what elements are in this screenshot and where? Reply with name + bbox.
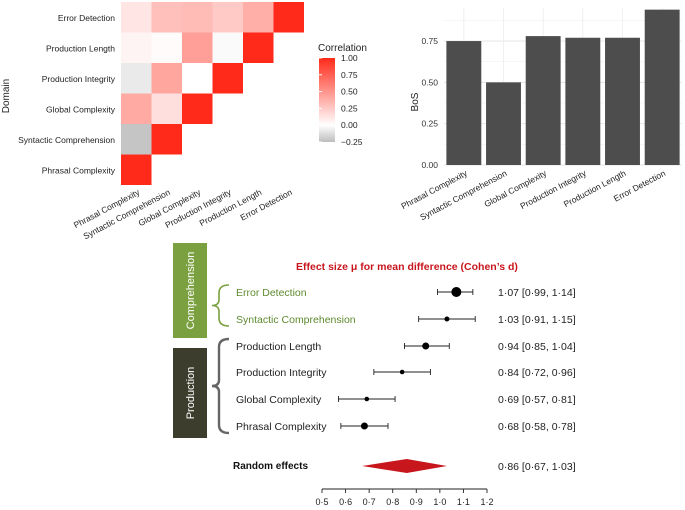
forest-row-label: Production Integrity bbox=[236, 367, 327, 379]
bar-y-axis-label: BoS bbox=[410, 92, 421, 111]
effect-ci-text: 1·07 [0·99, 1·14] bbox=[498, 287, 576, 299]
heatmap-cell bbox=[151, 32, 182, 63]
effect-point bbox=[451, 287, 462, 297]
legend-tick-label: 0.00 bbox=[341, 120, 358, 130]
heatmap-cell bbox=[151, 63, 182, 94]
bar bbox=[525, 36, 561, 165]
heatmap-cell bbox=[121, 2, 152, 33]
bar bbox=[486, 82, 521, 165]
heatmap-cell bbox=[212, 32, 243, 63]
random-effects-ci-text: 0·86 [0·67, 1·03] bbox=[498, 461, 576, 473]
forest-x-tick-label: 1·2 bbox=[480, 497, 493, 507]
heatmap-cell bbox=[121, 124, 152, 155]
bar bbox=[605, 37, 640, 165]
bar-y-tick-label: 0.75 bbox=[421, 36, 438, 46]
effect-point bbox=[399, 369, 405, 375]
forest-row-label: Global Complexity bbox=[236, 394, 322, 406]
correlation-heatmap: Domain Error Detection Production Length P… bbox=[1, 2, 304, 241]
effect-ci-text: 0·84 [0·72, 0·96] bbox=[498, 367, 576, 379]
forest-title: Effect size μ for mean difference (Cohen… bbox=[296, 261, 518, 273]
group-box bbox=[173, 243, 207, 338]
heatmap-row-label: Error Detection bbox=[58, 13, 115, 23]
effect-ci-text: 0·94 [0·85, 1·04] bbox=[498, 341, 576, 353]
bar bbox=[565, 37, 601, 165]
heatmap-cell bbox=[212, 63, 243, 94]
forest-x-tick-label: 0·7 bbox=[363, 497, 376, 507]
heatmap-cell bbox=[121, 63, 152, 94]
forest-x-tick-label: 1·0 bbox=[433, 497, 446, 507]
bar-y-tick-label: 0.25 bbox=[421, 119, 438, 129]
bar-y-tick-label: 0.00 bbox=[421, 160, 438, 170]
heatmap-row-label: Global Complexity bbox=[46, 104, 116, 114]
forest-x-tick-label: 0·5 bbox=[315, 497, 328, 507]
legend-title: Correlation bbox=[318, 43, 367, 54]
legend-tick-label: 1.00 bbox=[341, 53, 358, 63]
heatmap-cell bbox=[182, 32, 213, 63]
forest-x-tick-label: 0·8 bbox=[386, 497, 399, 507]
forest-x-tick-label: 0·9 bbox=[410, 497, 423, 507]
legend-tick-label: 0.25 bbox=[341, 103, 358, 113]
group-label: Production bbox=[185, 367, 197, 420]
heatmap-y-axis-label: Domain bbox=[1, 79, 12, 113]
heatmap-row-label: Production Integrity bbox=[42, 74, 116, 84]
heatmap-row-label: Syntactic Comprehension bbox=[18, 135, 115, 145]
heatmap-cell bbox=[243, 2, 274, 33]
forest-row-label: Syntactic Comprehension bbox=[236, 314, 356, 326]
heatmap-row-label: Production Length bbox=[46, 43, 115, 53]
heatmap-cell bbox=[182, 63, 213, 94]
bar-plot-background bbox=[444, 8, 682, 165]
group-label: Comprehension bbox=[185, 252, 197, 330]
forest-plot: Effect size μ for mean difference (Cohen… bbox=[173, 243, 576, 507]
heatmap-cell bbox=[212, 2, 243, 33]
legend-tick-label: −0.25 bbox=[341, 137, 363, 147]
heatmap-cell bbox=[121, 93, 152, 124]
heatmap-cell bbox=[151, 2, 182, 33]
heatmap-cell bbox=[151, 124, 182, 155]
effect-ci-text: 0·68 [0·58, 0·78] bbox=[498, 421, 576, 433]
effect-point bbox=[422, 342, 430, 350]
effect-ci-text: 0·69 [0·57, 0·81] bbox=[498, 394, 576, 406]
forest-row-label: Error Detection bbox=[236, 287, 307, 299]
effect-point bbox=[360, 422, 368, 430]
forest-row-label: Production Length bbox=[236, 341, 321, 353]
random-effects-label: Random effects bbox=[233, 461, 308, 472]
legend-colorbar bbox=[319, 58, 335, 142]
forest-x-tick-label: 0·6 bbox=[339, 497, 352, 507]
bar bbox=[644, 9, 680, 165]
group-brace bbox=[211, 337, 230, 435]
legend-tick-label: 0.75 bbox=[341, 70, 358, 80]
forest-row-label: Phrasal Complexity bbox=[236, 421, 327, 433]
heatmap-cell bbox=[121, 154, 152, 185]
heatmap-cell bbox=[243, 32, 274, 63]
random-effects-diamond bbox=[362, 459, 447, 473]
heatmap-cell bbox=[182, 2, 213, 33]
correlation-legend: Correlation 1.00 0.75 0.50 0.25 0.00 −0.25 bbox=[318, 43, 367, 147]
group-brace bbox=[211, 284, 230, 327]
heatmap-cell bbox=[151, 93, 182, 124]
effect-point bbox=[364, 396, 370, 402]
effect-ci-text: 1·03 [0·91, 1·15] bbox=[498, 314, 576, 326]
forest-x-tick-label: 1·1 bbox=[457, 497, 470, 507]
heatmap-cell bbox=[182, 93, 213, 124]
effect-point bbox=[444, 316, 450, 322]
legend-tick-label: 0.50 bbox=[341, 87, 358, 97]
heatmap-cell bbox=[121, 32, 152, 63]
heatmap-cell bbox=[273, 2, 304, 33]
bos-bar-chart: 0.000.250.500.75 Phrasal ComplexitySynta… bbox=[399, 8, 682, 222]
bar-x-tick-label: Production Integrity bbox=[518, 168, 588, 212]
group-box bbox=[173, 348, 207, 438]
heatmap-row-label: Phrasal Complexity bbox=[42, 165, 116, 175]
bar-y-tick-label: 0.50 bbox=[421, 77, 438, 87]
bar bbox=[446, 41, 482, 166]
